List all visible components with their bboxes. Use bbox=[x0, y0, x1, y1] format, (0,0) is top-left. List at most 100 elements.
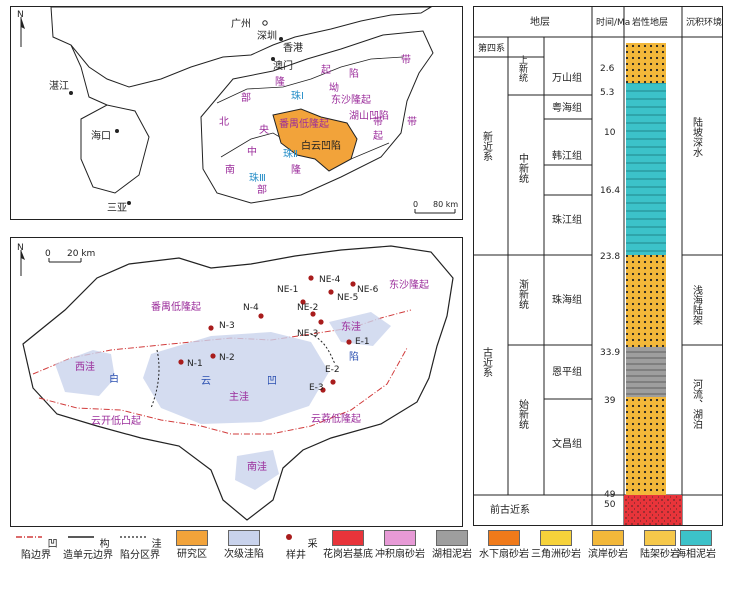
header-strata: 地层 bbox=[530, 15, 550, 28]
env-fluvial: 河流、湖泊 bbox=[691, 379, 703, 430]
subsag-east bbox=[329, 312, 391, 346]
south-uplift-4: 起 bbox=[373, 130, 383, 142]
scale-bar bbox=[48, 258, 82, 263]
north-arrow-icon bbox=[20, 17, 25, 47]
shenzhen-dot bbox=[279, 37, 283, 41]
scale-zero: 0 bbox=[413, 200, 418, 209]
well-n1: N-1 bbox=[178, 359, 203, 369]
guangzhou-dot bbox=[262, 20, 268, 26]
north-uplift-4: 起 bbox=[321, 64, 331, 76]
central-zone-1: 中 bbox=[247, 145, 257, 158]
age-39: 39 bbox=[604, 396, 616, 406]
region-xian: 陷 bbox=[349, 350, 359, 363]
pre-paleogene: 前古近系 bbox=[490, 503, 530, 516]
well-e1: E-1 bbox=[346, 337, 370, 347]
system-neogene: 新近系 bbox=[481, 130, 493, 161]
region-bai: 白 bbox=[109, 372, 119, 385]
detail-map-panel: 番禺低隆起 东沙隆起 西洼 白 云 凹 主洼 东洼 陷 云开低凸起 云荔低隆起 … bbox=[10, 237, 463, 527]
study-area bbox=[272, 108, 358, 172]
basin-outline bbox=[200, 30, 434, 204]
north-label: N bbox=[17, 10, 24, 20]
mainland-coast bbox=[50, 6, 433, 88]
well-ne1: NE-1 bbox=[277, 285, 306, 305]
svg-text:NE-4: NE-4 bbox=[319, 275, 341, 285]
central-zone-2: 央 bbox=[259, 123, 269, 136]
well-ne3: NE-3 bbox=[297, 319, 324, 339]
scale-km: 80 km bbox=[433, 200, 458, 209]
city-guangzhou: 广州 bbox=[231, 18, 251, 30]
legend-item-granite: 花岗岩基底 bbox=[322, 528, 374, 560]
legend-item-shore: 滨岸砂岩 bbox=[582, 528, 634, 560]
central-zone-5: 带 bbox=[373, 116, 383, 128]
svg-text:E-3: E-3 bbox=[309, 383, 324, 393]
central-zone-4: 陷 bbox=[349, 67, 359, 80]
hainan-island bbox=[80, 104, 150, 194]
region-ao: 凹 bbox=[267, 376, 277, 387]
formation-zhujiang: 珠江组 bbox=[552, 213, 582, 226]
well-ne4: NE-4 bbox=[308, 275, 341, 285]
region-dongsha: 东沙隆起 bbox=[389, 278, 429, 291]
env-shelf: 浅海陆架 bbox=[691, 284, 703, 326]
formation-wenchang: 文昌组 bbox=[552, 437, 582, 450]
north-uplift-3: 隆 bbox=[275, 75, 285, 88]
svg-text:NE-6: NE-6 bbox=[357, 285, 379, 295]
zhu1-label: 珠Ⅰ bbox=[291, 89, 304, 102]
series-upper: 上新统 bbox=[517, 55, 528, 83]
formation-yuehai: 粤海组 bbox=[552, 101, 582, 114]
strat-column-panel: 地层 时间/Ma 岩性地层 沉积环境 第四系 新近系 古近系 前古近系 上新统 … bbox=[473, 6, 723, 526]
strat-column: 地层 时间/Ma 岩性地层 沉积环境 第四系 新近系 古近系 前古近系 上新统 … bbox=[474, 7, 722, 525]
env-deepwater: 陆坡深水 bbox=[691, 116, 703, 157]
legend-item-shelf-sand: 陆架砂岩 bbox=[634, 528, 686, 560]
legend: 凹陷边界 构造单元边界 洼陷分区界 研究区 次级洼陷 采样井 花岗岩基底 冲积扇… bbox=[10, 528, 722, 590]
legend-item-structural-boundary: 构造单元边界 bbox=[63, 536, 113, 561]
region-dongwa: 东洼 bbox=[341, 320, 361, 333]
header-lith: 岩性地层 bbox=[632, 16, 668, 28]
age-2-6: 2.6 bbox=[600, 64, 615, 74]
hushan-label: 湖山凹陷 bbox=[349, 109, 389, 122]
well-n4: N-4 bbox=[243, 303, 264, 319]
series-middle: 中新统 bbox=[517, 152, 529, 183]
south-uplift-1: 南 bbox=[225, 163, 235, 176]
city-haikou: 海口 bbox=[91, 129, 111, 142]
region-nanwa: 南洼 bbox=[247, 460, 267, 473]
region-panyu: 番禺低隆起 bbox=[151, 300, 201, 313]
city-zhanjiang: 湛江 bbox=[49, 80, 69, 92]
city-sanya: 三亚 bbox=[107, 203, 127, 214]
north-label: N bbox=[17, 243, 24, 253]
scale-bar bbox=[414, 209, 456, 214]
subsag-west bbox=[55, 350, 115, 396]
central-zone-3: 坳 bbox=[329, 81, 339, 94]
age-49: 49 bbox=[604, 490, 616, 500]
system-quaternary: 第四系 bbox=[478, 42, 505, 54]
legend-item-subsag: 次级洼陷 bbox=[218, 528, 270, 560]
lith-upper-marine bbox=[626, 83, 666, 255]
scale-zero: 0 bbox=[45, 249, 51, 259]
well-ne5: NE-5 bbox=[328, 289, 358, 303]
svg-text:NE-5: NE-5 bbox=[337, 293, 358, 303]
north-uplift-5: 带 bbox=[401, 54, 411, 66]
system-paleogene: 古近系 bbox=[481, 346, 493, 377]
subsag-divider-2 bbox=[310, 333, 336, 365]
formation-enping: 恩平组 bbox=[552, 365, 582, 378]
sanya-dot bbox=[127, 201, 131, 205]
subsag-south bbox=[235, 450, 279, 490]
region-zhuwa: 主洼 bbox=[229, 390, 249, 403]
city-hongkong: 香港 bbox=[283, 42, 303, 54]
zhanjiang-dot bbox=[69, 91, 73, 95]
well-n2: N-2 bbox=[210, 353, 235, 363]
south-uplift-2: 部 bbox=[257, 183, 267, 196]
well-e3: E-3 bbox=[309, 383, 326, 393]
legend-item-marine-mud: 海相泥岩 bbox=[670, 528, 722, 560]
formation-wanshan: 万山组 bbox=[552, 71, 582, 84]
age-23-8: 23.8 bbox=[600, 252, 620, 262]
panyu-label: 番禺低隆起 bbox=[279, 117, 329, 130]
overview-map: 广州 深圳 香港 澳门 湛江 海口 三亚 北 部 隆 起 带 南 部 隆 起 带… bbox=[17, 6, 458, 214]
north-uplift-2: 部 bbox=[241, 91, 251, 104]
macau-dot bbox=[271, 57, 275, 61]
legend-item-delta: 三角洲砂岩 bbox=[530, 528, 582, 560]
zhu2-label: 珠Ⅱ bbox=[283, 147, 298, 160]
svg-text:N-4: N-4 bbox=[243, 303, 259, 313]
region-yunkai: 云开低凸起 bbox=[91, 414, 141, 427]
well-ne6: NE-6 bbox=[350, 281, 379, 295]
lith-wanshan bbox=[626, 43, 666, 83]
